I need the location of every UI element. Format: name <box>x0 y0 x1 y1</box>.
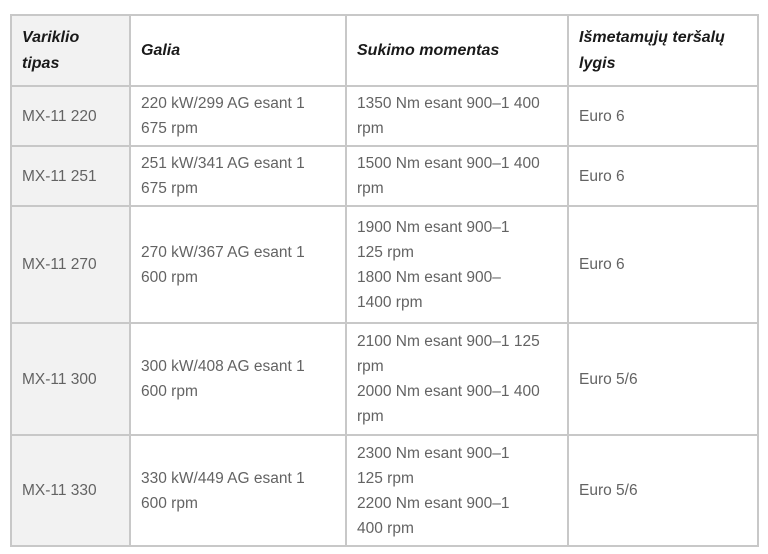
engine-type-cell: MX-11 300 <box>10 322 131 436</box>
header-cell-engine-type: Variklio tipas <box>10 14 131 87</box>
torque-cell: 1900 Nm esant 900–1 125 rpm 1800 Nm esan… <box>345 205 569 324</box>
table-row: MX-11 220 220 kW/299 AG esant 1 675 rpm … <box>10 85 759 147</box>
table-row: MX-11 270 270 kW/367 AG esant 1 600 rpm … <box>10 205 759 324</box>
table-row: MX-11 251 251 kW/341 AG esant 1 675 rpm … <box>10 145 759 207</box>
torque-cell: 2100 Nm esant 900–1 125 rpm 2000 Nm esan… <box>345 322 569 436</box>
emission-cell: Euro 6 <box>567 85 759 147</box>
engine-type-cell: MX-11 251 <box>10 145 131 207</box>
power-cell: 220 kW/299 AG esant 1 675 rpm <box>129 85 347 147</box>
table-row: MX-11 300 300 kW/408 AG esant 1 600 rpm … <box>10 322 759 436</box>
power-cell: 251 kW/341 AG esant 1 675 rpm <box>129 145 347 207</box>
engine-type-cell: MX-11 270 <box>10 205 131 324</box>
header-row: Variklio tipas Galia Sukimo momentas Išm… <box>10 14 759 87</box>
emission-cell: Euro 6 <box>567 205 759 324</box>
engine-spec-table: Variklio tipas Galia Sukimo momentas Išm… <box>10 14 759 547</box>
torque-cell: 1350 Nm esant 900–1 400 rpm <box>345 85 569 147</box>
power-cell: 300 kW/408 AG esant 1 600 rpm <box>129 322 347 436</box>
emission-cell: Euro 5/6 <box>567 434 759 547</box>
header-cell-power: Galia <box>129 14 347 87</box>
engine-type-cell: MX-11 330 <box>10 434 131 547</box>
header-cell-emission: Išmetamųjų teršalų lygis <box>567 14 759 87</box>
torque-cell: 2300 Nm esant 900–1 125 rpm 2200 Nm esan… <box>345 434 569 547</box>
table-row: MX-11 330 330 kW/449 AG esant 1 600 rpm … <box>10 434 759 547</box>
power-cell: 270 kW/367 AG esant 1 600 rpm <box>129 205 347 324</box>
torque-cell: 1500 Nm esant 900–1 400 rpm <box>345 145 569 207</box>
header-cell-torque: Sukimo momentas <box>345 14 569 87</box>
emission-cell: Euro 5/6 <box>567 322 759 436</box>
engine-spec-table-container: Variklio tipas Galia Sukimo momentas Išm… <box>10 14 759 547</box>
emission-cell: Euro 6 <box>567 145 759 207</box>
power-cell: 330 kW/449 AG esant 1 600 rpm <box>129 434 347 547</box>
engine-type-cell: MX-11 220 <box>10 85 131 147</box>
